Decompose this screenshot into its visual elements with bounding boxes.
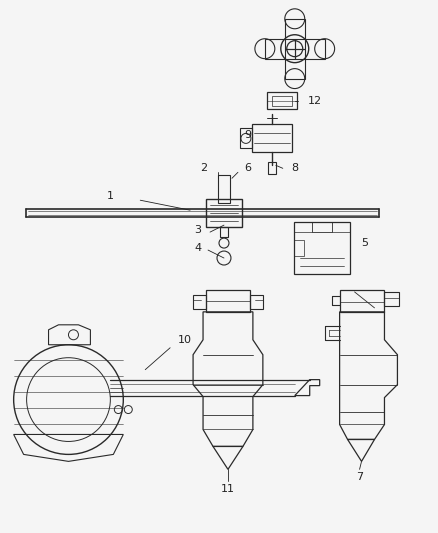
Bar — [268, 163, 276, 174]
Text: 10: 10 — [178, 335, 192, 345]
Text: 7: 7 — [356, 472, 363, 482]
Bar — [193, 295, 206, 309]
Bar — [206, 199, 242, 227]
Text: 8: 8 — [291, 163, 298, 173]
Bar — [220, 227, 228, 237]
Bar — [250, 295, 263, 309]
Text: 12: 12 — [307, 95, 322, 106]
Text: 2: 2 — [201, 163, 208, 173]
Bar — [252, 124, 292, 152]
Bar — [385, 292, 399, 306]
Text: 3: 3 — [194, 225, 201, 235]
Text: 11: 11 — [221, 484, 235, 494]
Bar — [206, 290, 250, 312]
Bar — [272, 95, 292, 106]
Text: 5: 5 — [361, 238, 368, 248]
Bar — [294, 222, 350, 274]
Bar — [312, 222, 332, 232]
Text: 9: 9 — [244, 131, 251, 140]
Bar — [267, 92, 297, 109]
Bar — [218, 175, 230, 203]
Text: 1: 1 — [107, 191, 114, 201]
Text: 6: 6 — [244, 163, 251, 173]
Text: 4: 4 — [194, 243, 201, 253]
Bar — [294, 240, 304, 256]
Bar — [339, 290, 385, 312]
